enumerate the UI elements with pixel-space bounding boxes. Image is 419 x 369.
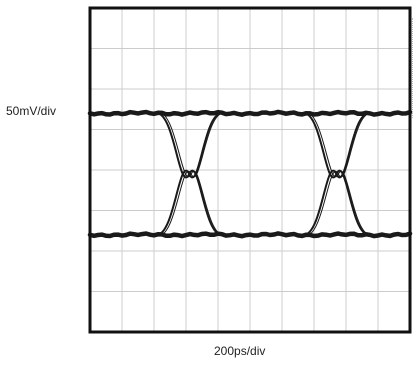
trace-low-level (87, 231, 413, 239)
y-axis-label: 50mV/div (6, 104, 57, 118)
transition-falling-1 (155, 112, 223, 236)
transition-falling-shadow-1 (158, 111, 225, 236)
screen-frame (88, 6, 412, 334)
grid (90, 8, 410, 332)
x-axis-label: 200ps/div (214, 344, 266, 358)
transition-falling-2 (303, 112, 370, 236)
transition-falling-shadow-2 (305, 111, 372, 236)
edge-mark (412, 18, 417, 118)
trace-high-level (87, 109, 413, 118)
eye-traces (87, 109, 413, 239)
